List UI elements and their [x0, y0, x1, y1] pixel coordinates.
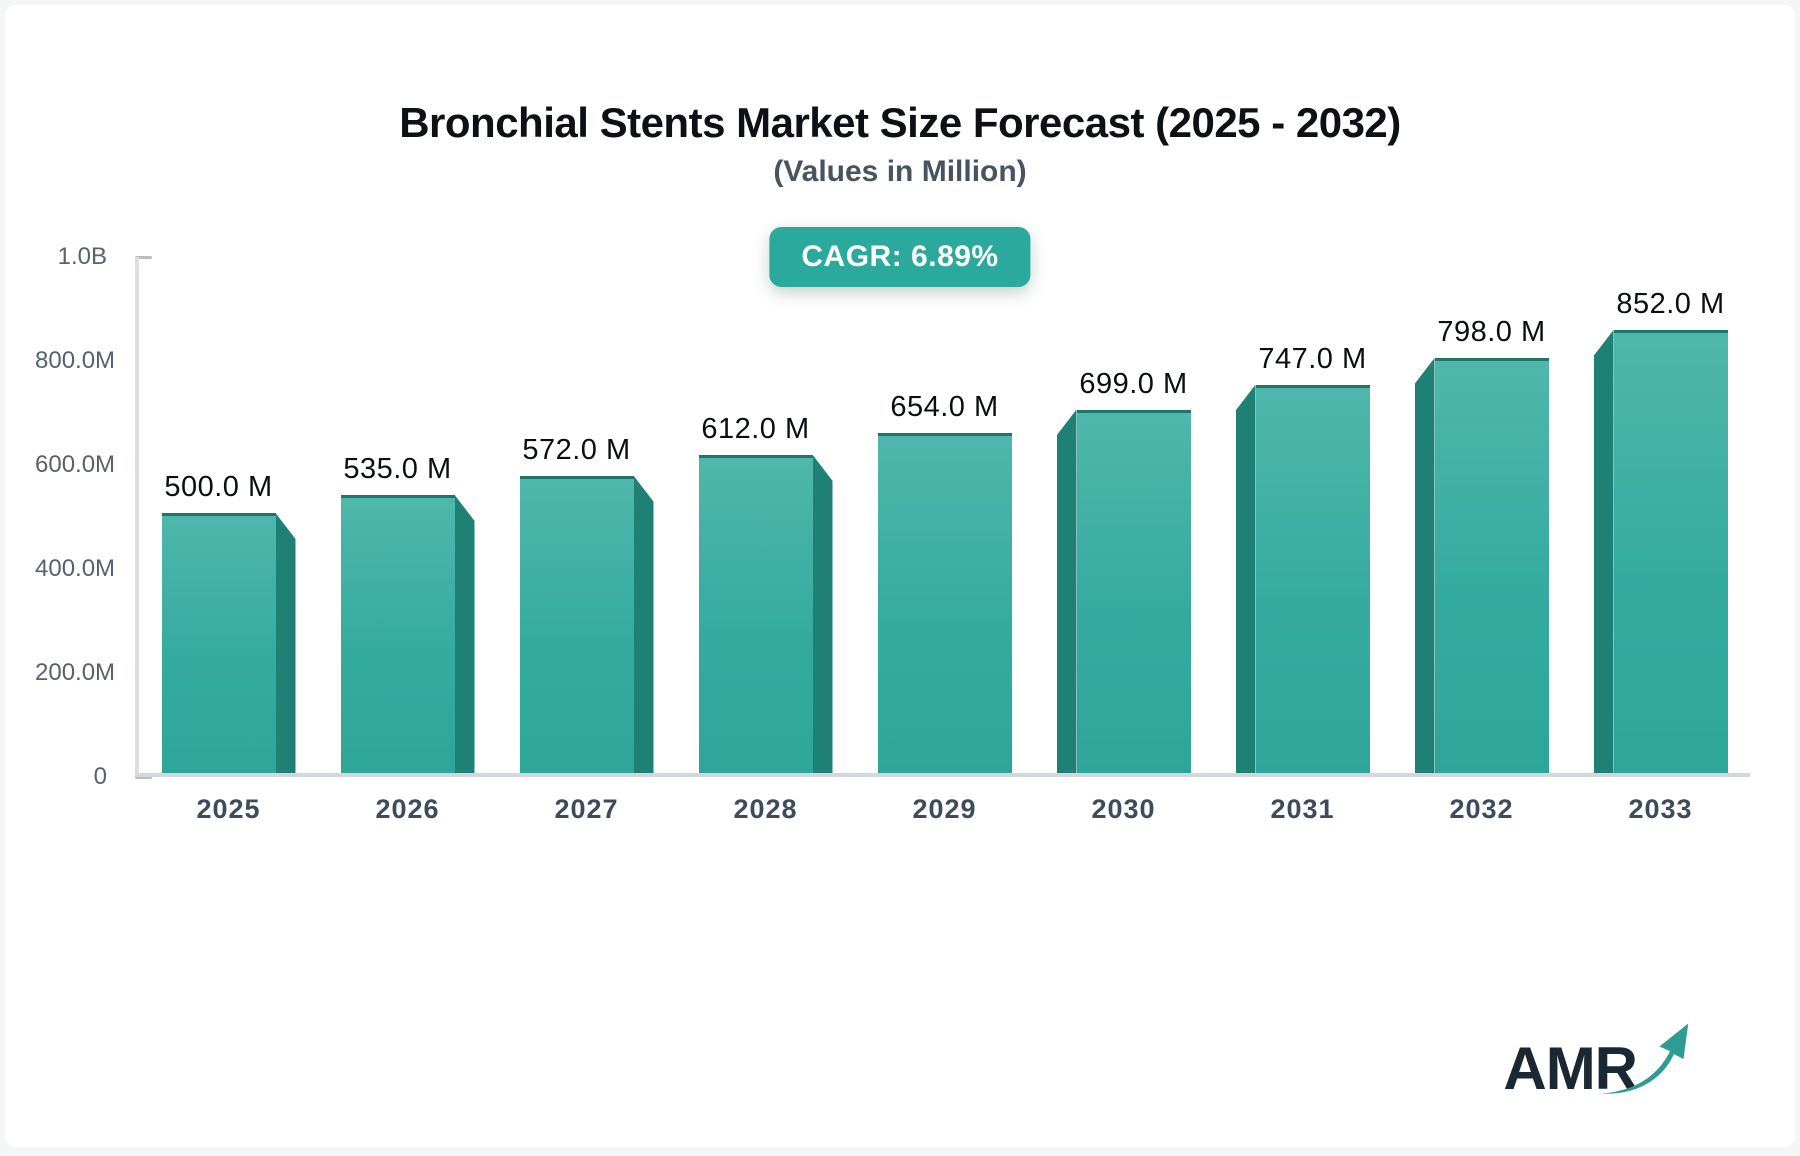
- bar-value-label: 747.0 M: [1258, 342, 1367, 375]
- bar-2033: 852.0 M: [1593, 288, 1728, 773]
- bar-slot: 572.0 M: [497, 257, 676, 773]
- y-tick-mark: [135, 255, 152, 259]
- x-axis-label: 2029: [912, 794, 977, 824]
- x-axis-label: 2027: [554, 794, 619, 824]
- bar-value-label: 654.0 M: [890, 390, 999, 423]
- y-tick-mark: [135, 775, 152, 779]
- chart-title: Bronchial Stents Market Size Forecast (2…: [399, 99, 1401, 146]
- bar-value-label: 612.0 M: [701, 412, 810, 445]
- y-tick-label: 0: [93, 763, 107, 790]
- bar-face: 852.0 M: [1613, 288, 1728, 773]
- y-tick-label: 600.0M: [35, 451, 116, 478]
- x-axis-label: 2030: [1091, 794, 1156, 824]
- bar-face: 572.0 M: [519, 434, 634, 773]
- bar-side-shade: [1235, 384, 1256, 773]
- bar-2032: 798.0 M: [1414, 316, 1549, 773]
- x-axis-labels: 2025 2026 2027 2028 2029 2030 2031 2032 2033: [139, 794, 1750, 825]
- x-axis-label: 2026: [375, 794, 440, 824]
- bar-2028: 612.0 M: [698, 413, 833, 773]
- bar-2027: 572.0 M: [519, 434, 654, 773]
- plot-area: 500.0 M 535.0 M 572.0 M 612.0 M 654.0 M 699.0…: [139, 257, 1750, 773]
- amr-logo-text: AMR: [1503, 1035, 1638, 1102]
- x-axis-label: 2031: [1270, 794, 1335, 824]
- bar-face: 612.0 M: [698, 413, 813, 773]
- bar-2025: 500.0 M: [161, 471, 296, 773]
- y-tick-label: 800.0M: [35, 347, 116, 374]
- bar-value-label: 535.0 M: [343, 452, 452, 485]
- bar-slot: 535.0 M: [318, 257, 497, 773]
- bar-2031: 747.0 M: [1235, 343, 1370, 773]
- x-axis-label: 2025: [196, 794, 261, 824]
- bar-slot: 798.0 M: [1392, 257, 1571, 773]
- bar-face: 747.0 M: [1255, 343, 1370, 773]
- chart-card: Bronchial Stents Market Size Forecast (2…: [5, 5, 1795, 1147]
- bar-face: 798.0 M: [1434, 316, 1549, 773]
- bar-side-shade: [1593, 329, 1614, 773]
- bar-value-label: 798.0 M: [1437, 316, 1546, 349]
- amr-logo: AMR: [1503, 1017, 1695, 1102]
- growth-arrow-icon: [1600, 1023, 1689, 1094]
- bar-value-label: 699.0 M: [1079, 367, 1188, 400]
- bar-face: 654.0 M: [877, 391, 1012, 773]
- y-tick-label: 400.0M: [35, 555, 116, 582]
- bar-face: 699.0 M: [1076, 368, 1191, 773]
- bar-slot: 747.0 M: [1213, 257, 1392, 773]
- cagr-badge: CAGR: 6.89%: [769, 227, 1031, 287]
- bar-side-shade: [1414, 358, 1435, 773]
- bar-value-label: 572.0 M: [522, 433, 631, 466]
- bar-slot: 654.0 M: [855, 257, 1034, 773]
- bar-2026: 535.0 M: [340, 453, 475, 773]
- bar-slot: 612.0 M: [676, 257, 855, 773]
- bar-chart: 1.0B 800.0M 600.0M 400.0M 200.0M 0 500.0 M 535…: [35, 244, 1750, 790]
- bar-side-shade: [633, 475, 654, 773]
- bar-slot: 699.0 M: [1034, 257, 1213, 773]
- x-axis-label: 2028: [733, 794, 798, 824]
- x-axis-line: [135, 773, 1750, 777]
- bar-face: 535.0 M: [340, 453, 455, 773]
- bar-face: 500.0 M: [161, 471, 276, 773]
- y-axis: 1.0B 800.0M 600.0M 400.0M 200.0M 0: [35, 244, 152, 790]
- y-tick-label: 200.0M: [35, 659, 116, 686]
- bar-side-shade: [1056, 409, 1077, 773]
- x-axis-label: 2032: [1449, 794, 1514, 824]
- chart-subtitle: (Values in Million): [773, 155, 1027, 188]
- bar-2029: 654.0 M: [877, 391, 1012, 773]
- bar-slot: 500.0 M: [139, 257, 318, 773]
- x-axis-label: 2033: [1628, 794, 1693, 824]
- bar-value-label: 852.0 M: [1616, 287, 1725, 320]
- bar-slot: 852.0 M: [1571, 257, 1750, 773]
- bar-side-shade: [275, 513, 296, 773]
- bar-2030: 699.0 M: [1056, 368, 1191, 773]
- bar-side-shade: [454, 494, 475, 773]
- bar-value-label: 500.0 M: [164, 471, 273, 503]
- y-axis-line: [135, 257, 139, 777]
- y-tick-label: 1.0B: [57, 243, 107, 270]
- bar-side-shade: [812, 454, 833, 773]
